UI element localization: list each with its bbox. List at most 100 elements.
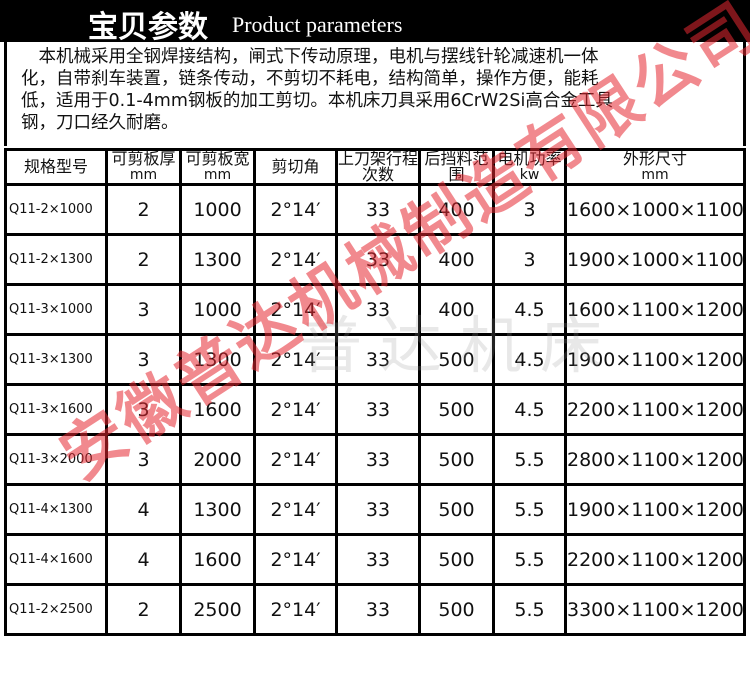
table-cell: 400 xyxy=(418,283,495,336)
column-header-label: 规格型号 xyxy=(23,157,88,176)
table-cell: 500 xyxy=(418,483,495,536)
table-row: Q11-2×1000 2 1000 2°14′ 33 400 3 1600×1000×1100 xyxy=(4,183,746,236)
table-cell: 5.5 xyxy=(492,583,567,636)
table-cell: 3300×1100×1200 xyxy=(564,583,746,636)
table-cell: 2 xyxy=(105,183,182,236)
column-header: 可剪板厚 mm xyxy=(105,148,182,186)
column-header-label: 外形尺寸 xyxy=(622,149,687,168)
table-cell: 2°14′ xyxy=(253,183,338,236)
table-cell: 400 xyxy=(418,233,495,286)
table-cell: 33 xyxy=(335,233,421,286)
table-cell: 33 xyxy=(335,533,421,586)
table-cell: 1000 xyxy=(179,283,256,336)
table-cell: 2200×1100×1200 xyxy=(564,533,746,586)
table-cell: 4.5 xyxy=(492,383,567,436)
table-cell: Q11-4×1300 xyxy=(4,483,108,536)
column-header: 上刀架行程次数 xyxy=(335,148,421,186)
table-cell: 4.5 xyxy=(492,333,567,386)
column-header-label: 可剪板宽 xyxy=(185,149,250,168)
description-text: 本机械采用全钢焊接结构，闸式下传动原理，电机与摆线针轮减速机一体化，自带刹车装置… xyxy=(21,47,613,133)
column-header-label: 剪切角 xyxy=(271,157,320,176)
column-header-label: 上刀架行程次数 xyxy=(338,149,419,184)
header-bar: 宝贝参数 Product parameters xyxy=(0,0,750,45)
column-header: 剪切角 xyxy=(253,148,338,186)
table-cell: Q11-2×1000 xyxy=(4,183,108,236)
title-english: Product parameters xyxy=(232,12,403,37)
table-row: Q11-4×1300 4 1300 2°14′ 33 500 5.5 1900×1100×12… xyxy=(4,483,746,536)
table-cell: 1600 xyxy=(179,533,256,586)
table-cell: Q11-3×2000 xyxy=(4,433,108,486)
table-cell: 500 xyxy=(418,583,495,636)
table-cell: 2°14′ xyxy=(253,233,338,286)
table-cell: 4 xyxy=(105,483,182,536)
table-cell: 2 xyxy=(105,583,182,636)
table-cell: 1900×1100×1200 xyxy=(564,333,746,386)
table-cell: 5.5 xyxy=(492,533,567,586)
table-cell: 1600×1100×1200 xyxy=(564,283,746,336)
spec-table: 规格型号 可剪板厚 mm 可剪板宽 mm 剪切角 上刀架行程次数 后挡料范围 电机功率 kw 外形尺… xyxy=(4,148,746,636)
table-cell: 400 xyxy=(418,183,495,236)
table-cell: 500 xyxy=(418,333,495,386)
table-cell: 1300 xyxy=(179,483,256,536)
table-cell: 2500 xyxy=(179,583,256,636)
table-cell: 33 xyxy=(335,183,421,236)
table-cell: 5.5 xyxy=(492,483,567,536)
table-cell: 33 xyxy=(335,583,421,636)
table-cell: Q11-3×1600 xyxy=(4,383,108,436)
table-row: Q11-3×2000 3 2000 2°14′ 33 500 5.5 2800×1100×12… xyxy=(4,433,746,486)
table-cell: 2°14′ xyxy=(253,583,338,636)
column-header-unit: mm xyxy=(129,167,158,183)
column-header: 可剪板宽 mm xyxy=(179,148,256,186)
table-cell: 2 xyxy=(105,233,182,286)
table-cell: 2°14′ xyxy=(253,283,338,336)
table-cell: 1600 xyxy=(179,383,256,436)
table-cell: 2°14′ xyxy=(253,433,338,486)
table-cell: 33 xyxy=(335,333,421,386)
column-header: 后挡料范围 xyxy=(418,148,495,186)
table-cell: 500 xyxy=(418,383,495,436)
table-cell: 3 xyxy=(492,233,567,286)
table-row: Q11-2×2500 2 2500 2°14′ 33 500 5.5 3300×1100×12… xyxy=(4,583,746,636)
table-row: Q11-3×1600 3 1600 2°14′ 33 500 4.5 2200×1100×12… xyxy=(4,383,746,436)
table-cell: 3 xyxy=(105,383,182,436)
description-box: 本机械采用全钢焊接结构，闸式下传动原理，电机与摆线针轮减速机一体化，自带刹车装置… xyxy=(4,42,746,146)
column-header: 规格型号 xyxy=(4,148,108,186)
table-cell: 2800×1100×1200 xyxy=(564,433,746,486)
table-cell: 2°14′ xyxy=(253,533,338,586)
table-row: Q11-3×1000 3 1000 2°14′ 33 400 4.5 1600×1100×12… xyxy=(4,283,746,336)
table-cell: 500 xyxy=(418,533,495,586)
table-cell: 33 xyxy=(335,433,421,486)
table-row: Q11-2×1300 2 1300 2°14′ 33 400 3 1900×1000×1100 xyxy=(4,233,746,286)
table-cell: Q11-2×1300 xyxy=(4,233,108,286)
table-cell: 2°14′ xyxy=(253,483,338,536)
table-cell: 500 xyxy=(418,433,495,486)
table-cell: 33 xyxy=(335,483,421,536)
table-cell: 3 xyxy=(105,333,182,386)
table-cell: Q11-3×1000 xyxy=(4,283,108,336)
table-cell: Q11-2×2500 xyxy=(4,583,108,636)
column-header-unit: mm xyxy=(203,167,232,183)
table-cell: Q11-4×1600 xyxy=(4,533,108,586)
table-cell: 1300 xyxy=(179,333,256,386)
table-cell: 2000 xyxy=(179,433,256,486)
table-cell: 3 xyxy=(105,283,182,336)
table-cell: 33 xyxy=(335,383,421,436)
table-cell: 3 xyxy=(105,433,182,486)
table-cell: 4 xyxy=(105,533,182,586)
table-cell: 1000 xyxy=(179,183,256,236)
table-row: Q11-4×1600 4 1600 2°14′ 33 500 5.5 2200×1100×12… xyxy=(4,533,746,586)
table-cell: 1300 xyxy=(179,233,256,286)
table-cell: 33 xyxy=(335,283,421,336)
table-cell: Q11-3×1300 xyxy=(4,333,108,386)
column-header-unit: kw xyxy=(519,167,540,183)
table-cell: 3 xyxy=(492,183,567,236)
column-header: 电机功率 kw xyxy=(492,148,567,186)
column-header: 外形尺寸 mm xyxy=(564,148,746,186)
table-row: Q11-3×1300 3 1300 2°14′ 33 500 4.5 1900×1100×12… xyxy=(4,333,746,386)
table-cell: 2200×1100×1200 xyxy=(564,383,746,436)
column-header-label: 后挡料范围 xyxy=(424,149,489,184)
table-cell: 2°14′ xyxy=(253,383,338,436)
table-header-row: 规格型号 可剪板厚 mm 可剪板宽 mm 剪切角 上刀架行程次数 后挡料范围 电机功率 kw 外形尺… xyxy=(4,148,746,186)
table-cell: 1900×1000×1100 xyxy=(564,233,746,286)
